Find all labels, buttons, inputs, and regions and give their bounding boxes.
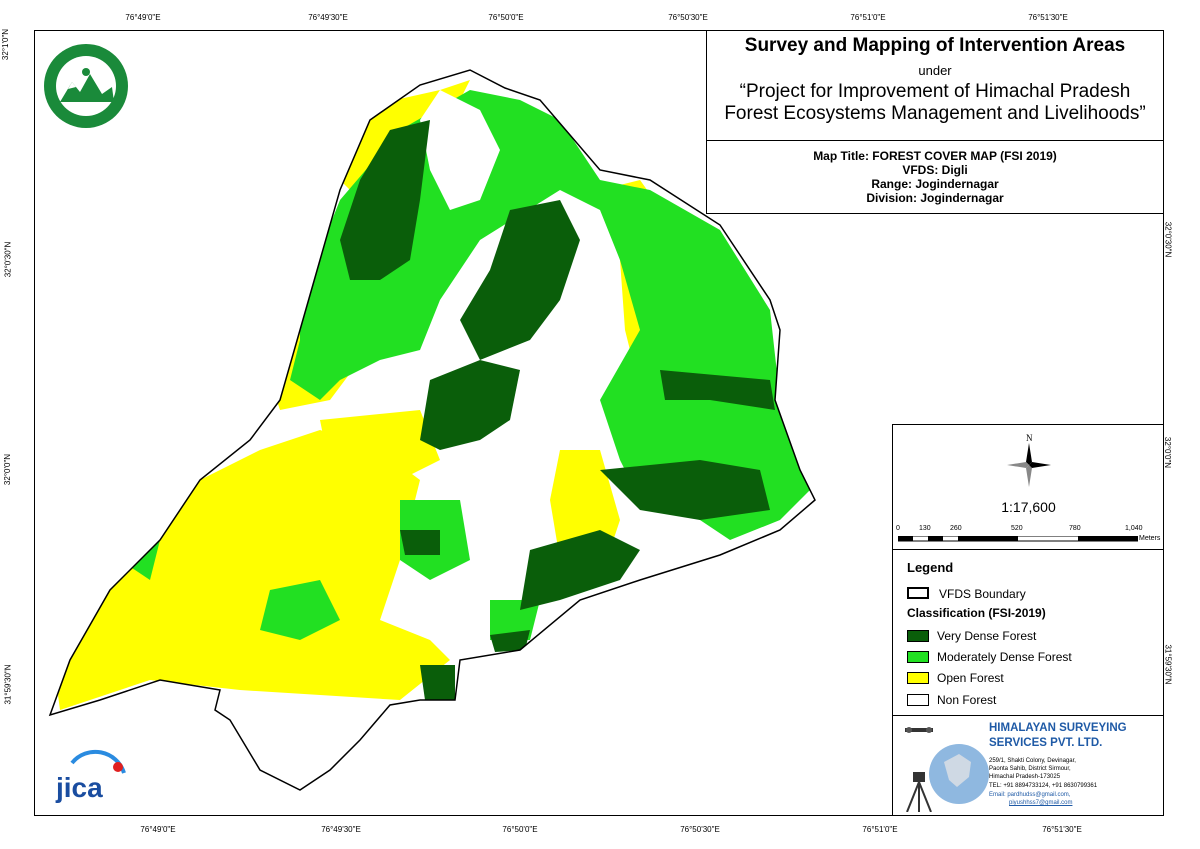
very-dense-forest-area xyxy=(340,120,430,280)
scale-tick: 130 xyxy=(919,525,931,532)
vfds-boundary xyxy=(48,69,816,791)
scale-tick: 0 xyxy=(896,525,900,532)
legend-panel: Legend VFDS Boundary Classification (FSI… xyxy=(892,550,1163,716)
jica-logo-icon: jica xyxy=(55,749,126,803)
division-text: Division: Jogindernagar xyxy=(866,191,1004,205)
hp-forest-logo-icon xyxy=(44,44,128,128)
company-address-3: Himachal Pradesh-173025 xyxy=(989,774,1061,780)
legend-boundary-label: VFDS Boundary xyxy=(939,587,1026,601)
survey-globe-icon xyxy=(905,727,989,812)
legend-title: Legend xyxy=(907,560,954,575)
scale-unit: Meters xyxy=(1139,535,1161,542)
very-dense-forest-area xyxy=(660,370,775,410)
boundary-swatch xyxy=(907,587,929,599)
jica-text: jica xyxy=(55,772,103,803)
bottom-lon-label: 76°50'30"E xyxy=(680,825,720,834)
company-tel: TEL: +91 8894733124, +91 8630799361 xyxy=(989,783,1098,789)
top-lon-label: 76°49'0"E xyxy=(125,13,161,22)
company-address-2: Paonta Sahib, District Sirmour, xyxy=(989,766,1071,772)
map-info-panel: Map Title: FOREST COVER MAP (FSI 2019) V… xyxy=(706,141,1163,214)
vfds-text: VFDS: Digli xyxy=(902,163,968,177)
under-text: under xyxy=(918,63,952,78)
map-title-text: Map Title: FOREST COVER MAP (FSI 2019) xyxy=(813,149,1057,163)
very-dense-forest-area xyxy=(420,665,455,700)
top-lon-label: 76°50'0"E xyxy=(488,13,524,22)
bottom-lon-label: 76°50'0"E xyxy=(502,825,538,834)
open-forest-swatch xyxy=(907,672,929,684)
open-forest-area xyxy=(320,410,440,480)
range-text: Range: Jogindernagar xyxy=(871,177,999,191)
company-email: Email: pardhudss@gmail.com, xyxy=(989,792,1071,798)
project-line-2: Forest Ecosystems Management and Livelih… xyxy=(724,103,1146,124)
company-name-1: HIMALAYAN SURVEYING xyxy=(989,722,1127,734)
open-forest-area xyxy=(50,430,450,710)
north-arrow-icon xyxy=(1007,443,1051,487)
scale-ratio: 1:17,600 xyxy=(1001,499,1056,515)
north-label: N xyxy=(1026,433,1033,443)
jica-logo: jica xyxy=(52,745,132,805)
company-address-1: 259/1, Shakti Colony, Devinagar, xyxy=(989,758,1076,764)
top-lon-label: 76°51'30"E xyxy=(1028,13,1068,22)
very-dense-forest-area xyxy=(490,630,530,652)
very-dense-forest-area xyxy=(520,530,640,610)
very-dense-forest-area xyxy=(460,200,580,360)
very-dense-forest-swatch xyxy=(907,630,929,642)
legend-class-label: Very Dense Forest xyxy=(937,629,1037,643)
bottom-lon-label: 76°51'30"E xyxy=(1042,825,1082,834)
moderately-dense-forest-area xyxy=(290,90,810,540)
scale-tick: 1,040 xyxy=(1125,525,1143,532)
title-panel: Survey and Mapping of Intervention Areas… xyxy=(706,31,1163,141)
very-dense-forest-area xyxy=(420,360,520,450)
legend-class-label: Open Forest xyxy=(937,671,1004,685)
company-name-2: SERVICES PVT. LTD. xyxy=(989,737,1103,749)
project-line-1: “Project for Improvement of Himachal Pra… xyxy=(739,81,1131,102)
map-header-title: Survey and Mapping of Intervention Areas xyxy=(744,35,1126,56)
moderately-dense-forest-area xyxy=(260,580,340,640)
top-lon-label: 76°51'0"E xyxy=(850,13,886,22)
map-frame xyxy=(34,30,1164,816)
non-forest-swatch xyxy=(907,694,929,706)
non-forest-area xyxy=(420,90,500,210)
bottom-lon-label: 76°49'0"E xyxy=(140,825,176,834)
top-lon-label: 76°49'30"E xyxy=(308,13,348,22)
classification-title: Classification (FSI-2019) xyxy=(907,606,1046,620)
company-panel: HIMALAYAN SURVEYING SERVICES PVT. LTD. 2… xyxy=(892,716,1163,815)
bottom-lon-label: 76°51'0"E xyxy=(862,825,898,834)
very-dense-forest-area xyxy=(600,460,770,520)
scale-bar xyxy=(898,536,1138,542)
legend-class-label: Non Forest xyxy=(937,693,997,707)
top-lon-label: 76°50'30"E xyxy=(668,13,708,22)
company-email-2: piyushhss7@gmail.com xyxy=(1009,800,1073,806)
legend-class-label: Moderately Dense Forest xyxy=(937,650,1072,664)
moderately-dense-forest-area xyxy=(490,600,540,640)
very-dense-forest-area xyxy=(400,530,440,555)
bottom-lon-label: 76°49'30"E xyxy=(321,825,361,834)
north-scale-panel: N 1:17,600 0 130 260 520 780 1,040 Meter… xyxy=(892,424,1163,550)
scale-tick: 260 xyxy=(950,525,962,532)
scale-tick: 520 xyxy=(1011,525,1023,532)
scale-tick: 780 xyxy=(1069,525,1081,532)
moderately-dense-forest-swatch xyxy=(907,651,929,663)
